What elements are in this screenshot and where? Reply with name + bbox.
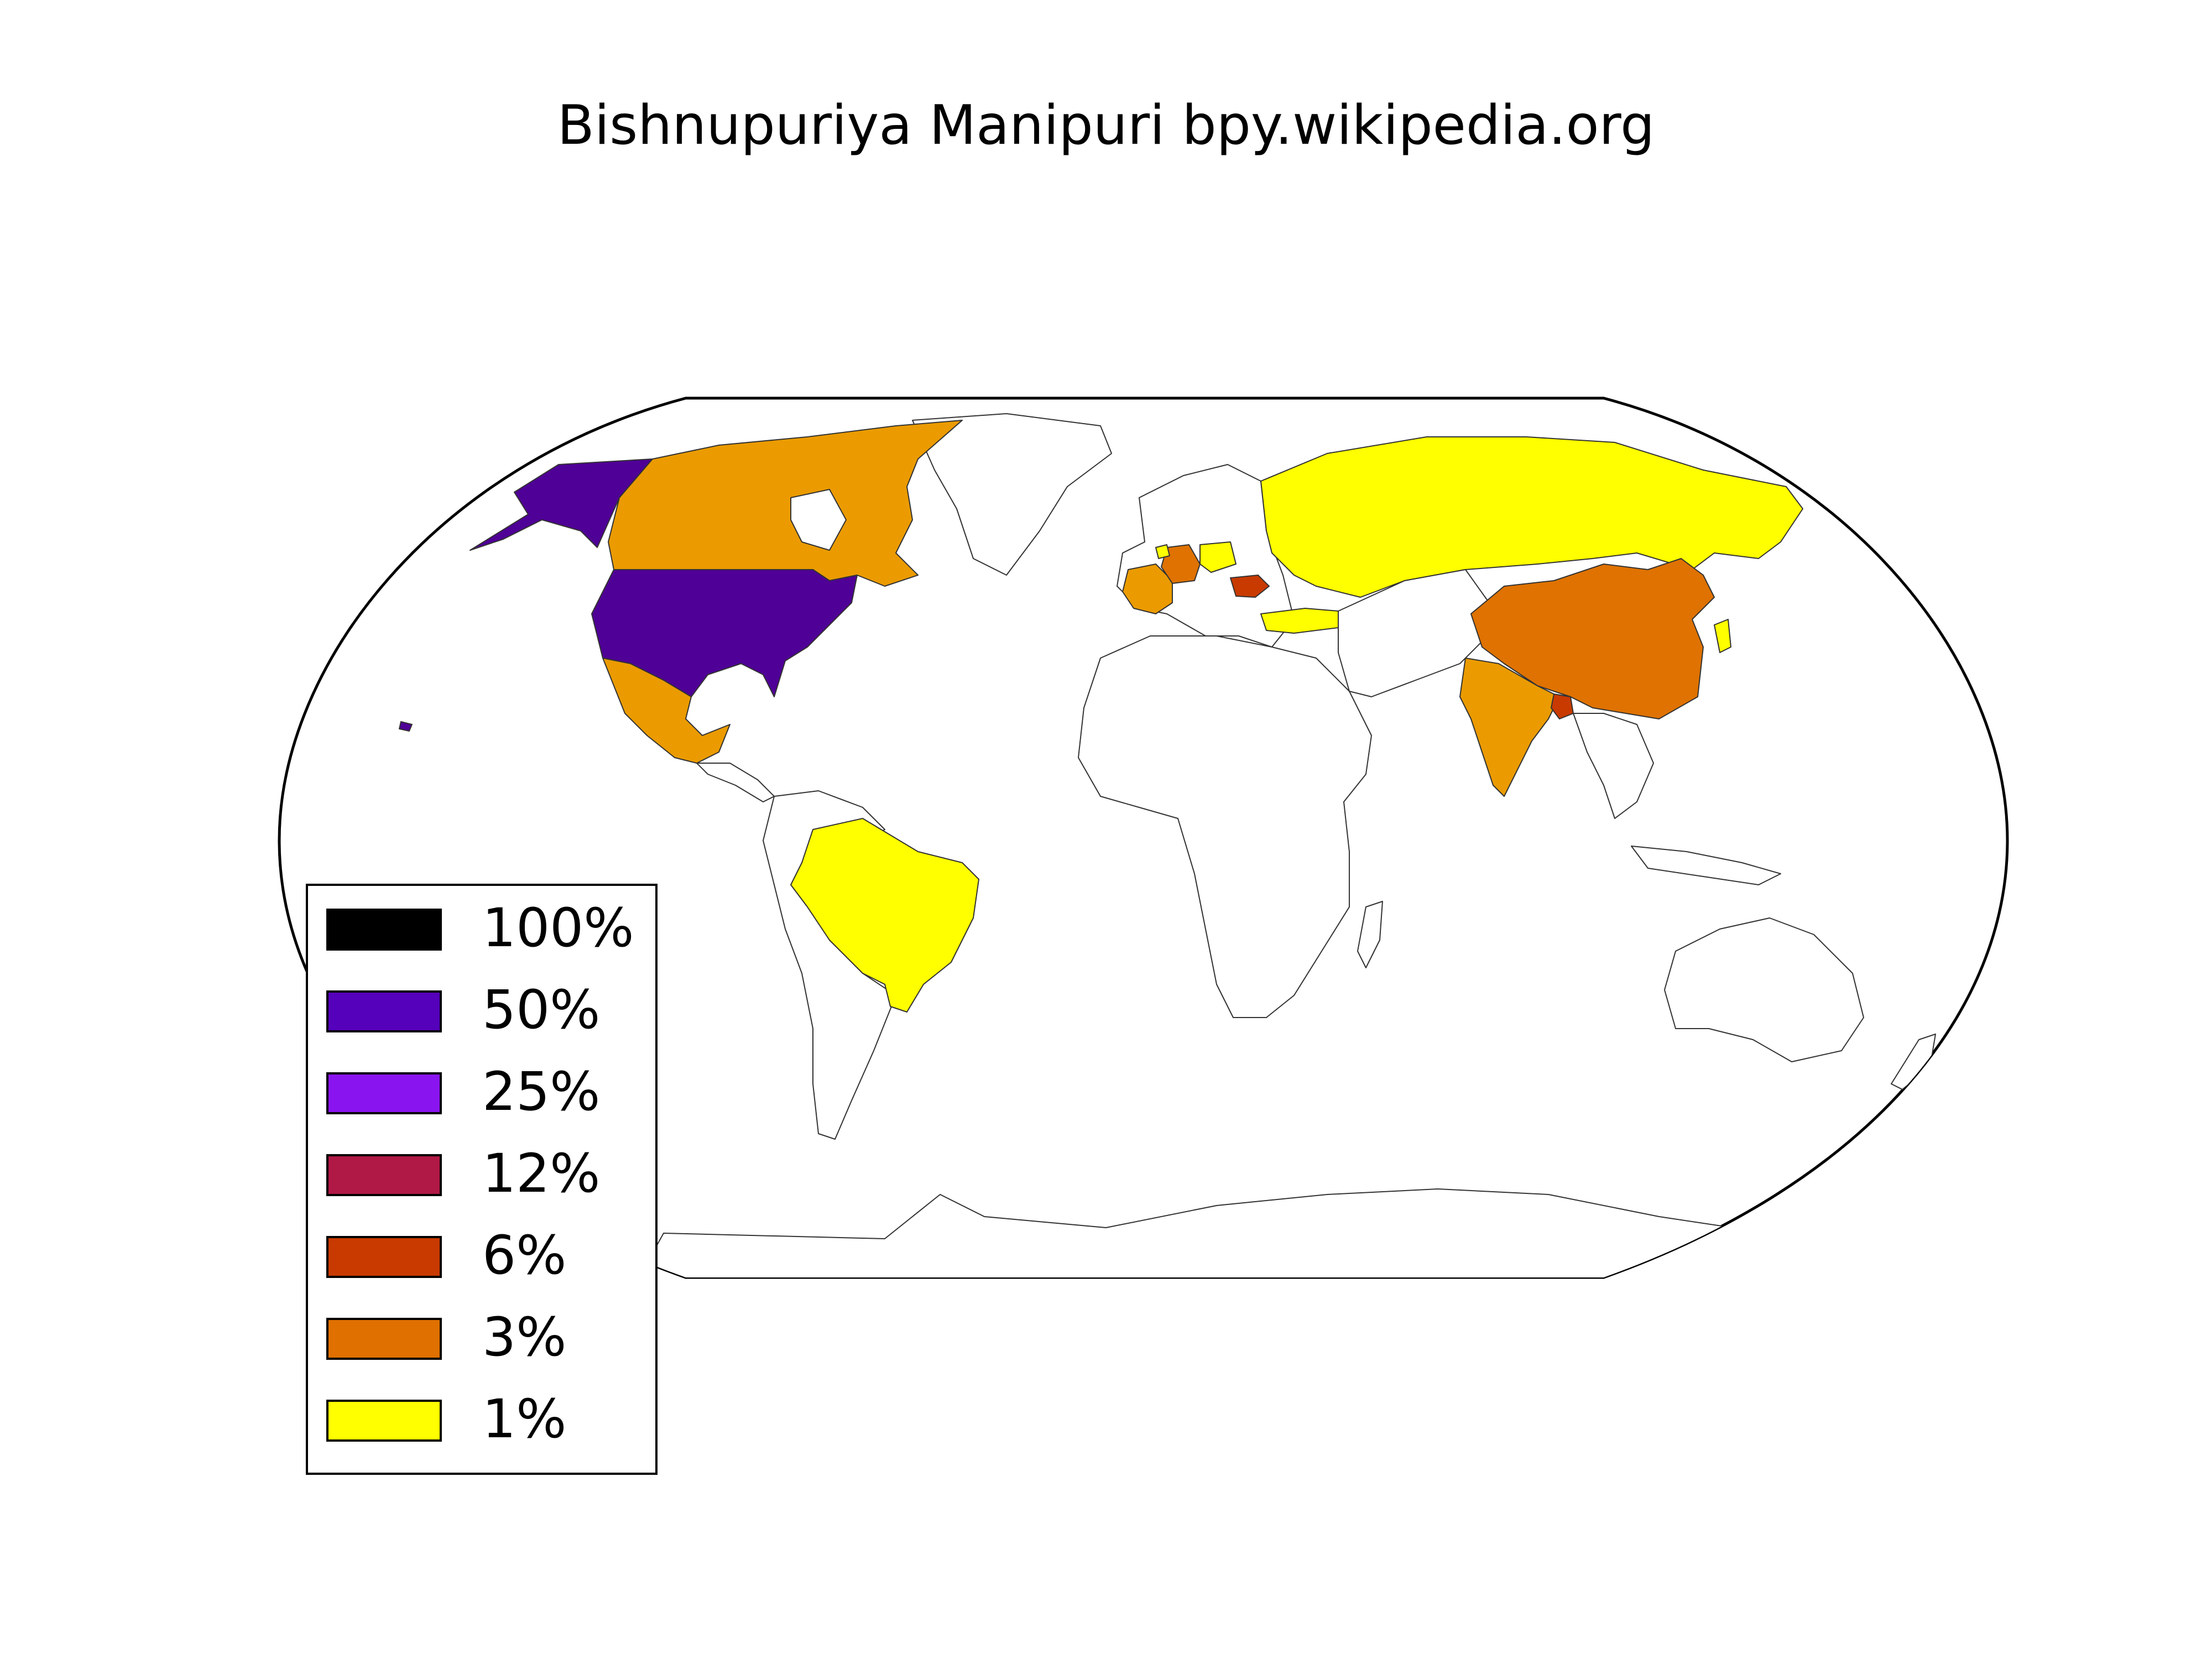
region-romania — [1230, 575, 1270, 598]
region-canada — [608, 420, 963, 587]
region-turkey — [1260, 608, 1339, 634]
hudson-bay-shape — [790, 489, 847, 551]
legend-label-3: 12% — [482, 1142, 600, 1204]
region-netherlands — [1155, 544, 1170, 559]
africa-shape — [1078, 635, 1372, 1018]
australia-shape — [1664, 917, 1864, 1062]
southeast-asia-shape — [1573, 713, 1654, 819]
legend-swatch-5 — [326, 1318, 442, 1360]
region-hawaii — [399, 721, 413, 732]
region-mexico — [602, 658, 731, 764]
madagascar-shape — [1357, 901, 1383, 968]
legend-label-6: 1% — [482, 1388, 566, 1450]
region-france — [1122, 564, 1173, 614]
legend-swatch-4 — [326, 1236, 442, 1278]
greenland-shape — [912, 413, 1112, 576]
legend-label-5: 3% — [482, 1306, 566, 1368]
legend-swatch-2 — [326, 1072, 442, 1114]
legend-label-0: 100% — [482, 897, 634, 959]
legend-label-4: 6% — [482, 1224, 566, 1286]
central-america-shape — [696, 763, 775, 802]
region-china — [1470, 558, 1715, 719]
legend-swatch-3 — [326, 1154, 442, 1196]
legend-swatch-1 — [326, 990, 442, 1032]
legend-swatch-0 — [326, 909, 442, 951]
region-bangladesh — [1551, 693, 1574, 719]
region-poland — [1199, 541, 1237, 573]
indonesia-shape — [1631, 846, 1781, 885]
region-germany — [1161, 544, 1201, 584]
region-japan — [1714, 619, 1731, 653]
legend-label-2: 25% — [482, 1061, 600, 1123]
asia-west-shape — [1338, 569, 1494, 697]
region-brazil — [790, 818, 979, 1013]
map-title: Bishnupuriya Manipuri bpy.wikipedia.org — [557, 94, 1655, 157]
legend-label-1: 50% — [482, 979, 600, 1041]
legend: 100% 50% 25% 12% 6% 3% 1% — [306, 884, 658, 1475]
legend-swatch-6 — [326, 1400, 442, 1442]
